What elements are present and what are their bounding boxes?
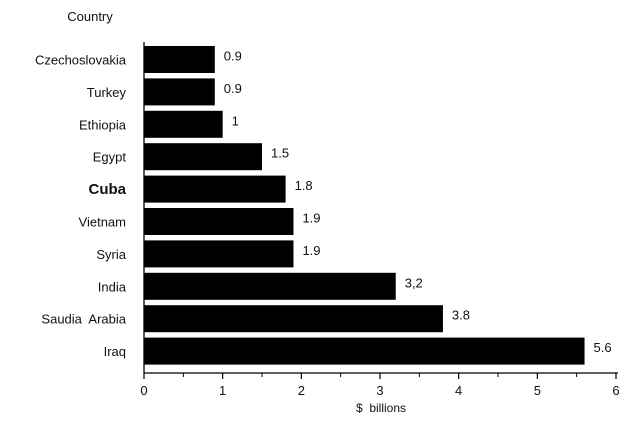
bar-ethiopia <box>144 110 223 138</box>
bar-india <box>144 272 396 300</box>
bar-vietnam <box>144 208 294 235</box>
x-tick-label: 4 <box>455 383 462 398</box>
bar-czechoslovakia <box>144 46 215 73</box>
x-axis-title: $ billions <box>356 401 406 415</box>
data-label: 1.9 <box>302 211 320 226</box>
x-tick-label: 0 <box>140 383 147 398</box>
category-label: Saudia Arabia <box>41 312 126 327</box>
data-label: 1.8 <box>295 178 313 193</box>
category-labels: Czechoslovakia Turkey Ethiopia Egypt Cuba Vie… <box>35 53 127 360</box>
bar-saudia-arabia <box>144 305 443 333</box>
data-label: 3.8 <box>452 308 470 323</box>
bar-turkey <box>144 78 215 106</box>
category-label: Turkey <box>87 85 127 100</box>
bars-group <box>144 46 585 365</box>
category-label: India <box>98 279 127 294</box>
bar-cuba <box>144 175 286 203</box>
category-label: Ethiopia <box>79 117 127 132</box>
category-label: Czechoslovakia <box>35 53 127 68</box>
x-tick-label: 5 <box>534 383 541 398</box>
data-label: 3,2 <box>405 275 423 290</box>
data-label: 1.9 <box>302 243 320 258</box>
data-labels: 0.9 0.9 1 1.5 1.8 1.9 1.9 3,2 3.8 5.6 <box>224 49 612 356</box>
category-label: Iraq <box>104 344 126 359</box>
data-label: 1 <box>232 113 239 128</box>
bar-syria <box>144 240 294 268</box>
x-axis-ticks: 0 1 2 3 4 5 6 <box>140 373 620 398</box>
category-label: Cuba <box>89 181 127 198</box>
x-tick-label: 1 <box>219 383 226 398</box>
bar-egypt <box>144 143 262 171</box>
data-label: 0.9 <box>224 49 242 64</box>
category-label: Syria <box>96 247 126 262</box>
data-label: 0.9 <box>224 81 242 96</box>
bar-iraq <box>144 337 585 365</box>
x-tick-label: 6 <box>612 383 619 398</box>
data-label: 1.5 <box>271 146 289 161</box>
x-tick-label: 3 <box>376 383 383 398</box>
category-label: Egypt <box>93 150 127 165</box>
x-tick-label: 2 <box>298 383 305 398</box>
category-label: Vietnam <box>79 215 126 230</box>
y-axis-title: Country <box>67 9 113 24</box>
data-label: 5.6 <box>594 340 612 355</box>
